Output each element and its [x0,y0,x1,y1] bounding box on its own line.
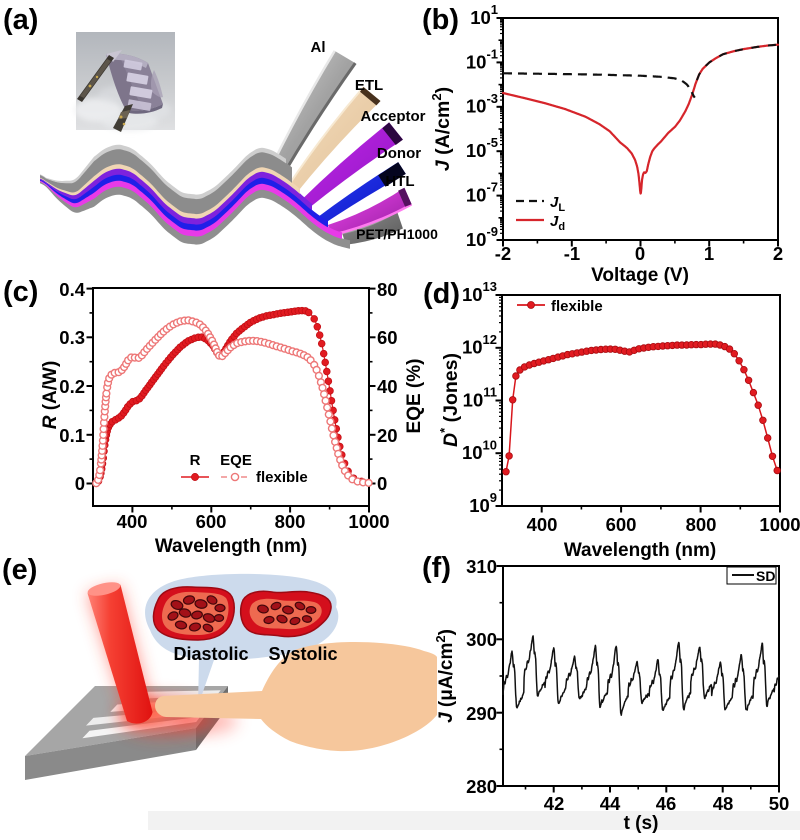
svg-text:800: 800 [275,511,306,532]
svg-text:Al: Al [311,39,326,56]
svg-text:1011: 1011 [463,385,497,410]
svg-text:EQE: EQE [220,452,252,469]
svg-text:EQE (%): EQE (%) [404,359,425,434]
svg-text:400: 400 [527,514,558,535]
svg-text:1000: 1000 [348,511,389,532]
svg-text:Wavelength (nm): Wavelength (nm) [155,536,307,557]
svg-text:R (A/W): R (A/W) [40,361,61,430]
svg-text:JL: JL [550,194,565,214]
svg-text:0.3: 0.3 [59,327,85,348]
svg-text:10-3: 10-3 [466,91,498,116]
svg-text:Acceptor: Acceptor [360,108,425,125]
svg-text:48: 48 [713,793,734,814]
svg-text:t (s): t (s) [624,813,659,834]
svg-text:1000: 1000 [759,514,800,535]
svg-text:0: 0 [377,473,387,494]
svg-text:1013: 1013 [462,279,497,304]
svg-text:10-1: 10-1 [466,47,498,72]
svg-text:(a): (a) [3,4,38,36]
svg-text:Systolic: Systolic [268,644,337,664]
svg-text:50: 50 [769,793,790,814]
svg-text:0: 0 [75,473,85,494]
svg-text:280: 280 [466,776,497,797]
svg-text:flexible: flexible [551,298,603,315]
svg-text:101: 101 [470,2,498,27]
svg-text:0: 0 [635,243,645,264]
svg-text:44: 44 [600,793,621,814]
svg-text:(b): (b) [422,4,459,36]
svg-text:1010: 1010 [462,438,497,463]
svg-text:flexible: flexible [256,469,308,486]
svg-text:20: 20 [377,425,398,446]
svg-text:Donor: Donor [377,145,421,162]
svg-text:Voltage (V): Voltage (V) [591,265,689,286]
svg-text:-1: -1 [564,243,580,264]
svg-text:(c): (c) [3,276,38,308]
svg-text:Wavelength (nm): Wavelength (nm) [564,540,716,561]
svg-text:600: 600 [606,514,637,535]
svg-text:400: 400 [117,511,148,532]
svg-text:(f): (f) [422,552,451,584]
svg-text:42: 42 [544,793,565,814]
svg-text:109: 109 [469,490,497,515]
svg-text:10-5: 10-5 [466,136,498,161]
svg-text:40: 40 [377,376,398,397]
svg-text:PET/PH1000: PET/PH1000 [356,226,438,242]
svg-text:310: 310 [466,556,497,577]
svg-text:J (A/cm2): J (A/cm2) [429,87,454,171]
svg-text:0.2: 0.2 [59,376,85,397]
svg-text:(e): (e) [2,554,37,586]
svg-text:R: R [190,452,201,469]
svg-text:60: 60 [377,327,398,348]
svg-text:46: 46 [656,793,677,814]
svg-text:1012: 1012 [462,332,497,357]
svg-text:1: 1 [704,243,714,264]
svg-text:ETL: ETL [355,77,383,94]
svg-text:600: 600 [196,511,227,532]
svg-text:290: 290 [466,703,497,724]
svg-text:Jd: Jd [550,213,565,233]
svg-text:D* (Jones): D* (Jones) [437,353,462,447]
svg-text:10-7: 10-7 [466,180,498,205]
svg-text:0.4: 0.4 [59,279,85,300]
svg-text:10-9: 10-9 [466,224,498,249]
svg-text:80: 80 [377,279,398,300]
svg-text:(d): (d) [423,278,460,310]
svg-text:SD: SD [756,568,775,584]
svg-text:800: 800 [686,514,717,535]
svg-text:0.1: 0.1 [59,425,85,446]
svg-text:2: 2 [773,243,783,264]
svg-text:Diastolic: Diastolic [173,644,248,664]
svg-text:300: 300 [466,629,497,650]
svg-text:HTL: HTL [385,173,414,190]
svg-text:-2: -2 [495,243,511,264]
